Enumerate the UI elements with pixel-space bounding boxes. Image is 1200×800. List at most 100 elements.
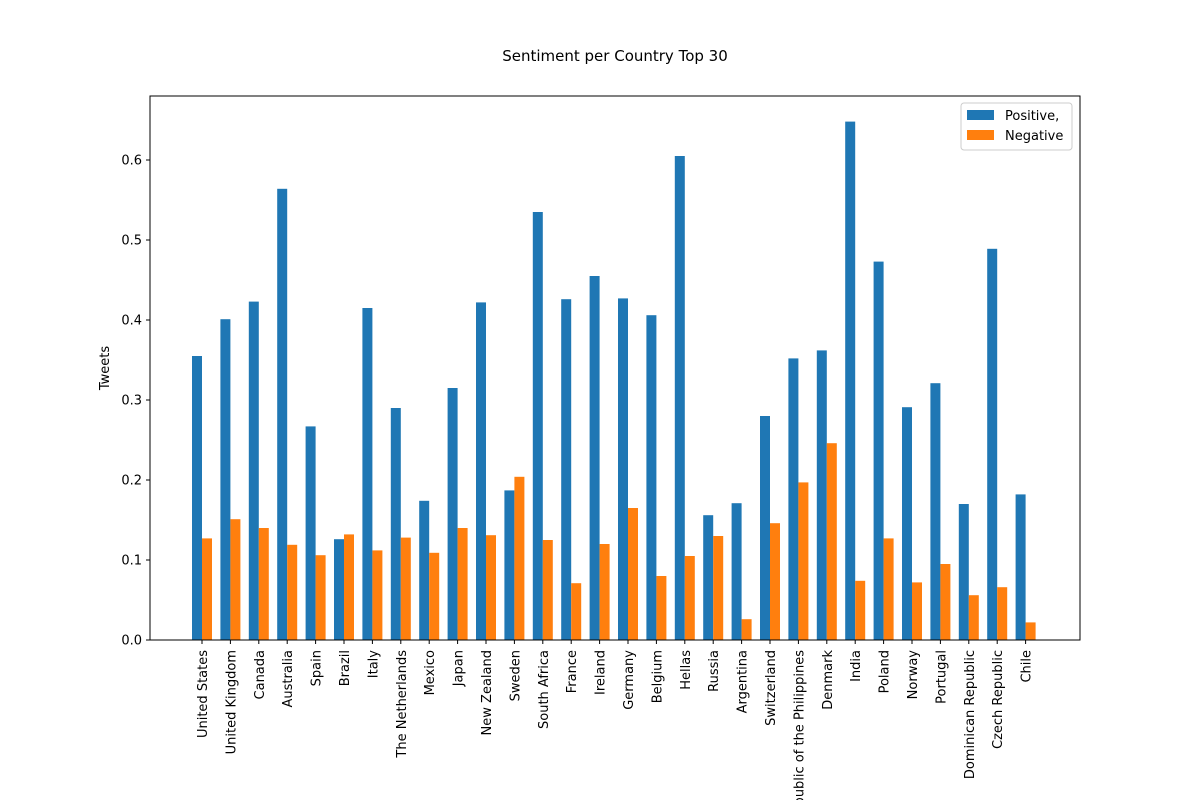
y-tick-label-2: 0.2 — [121, 474, 142, 489]
x-tick-label-22: Denmark — [821, 650, 836, 710]
x-tick-label-13: France — [565, 650, 580, 693]
bar-positive-12 — [532, 212, 543, 640]
x-tick-label-5: Brazil — [338, 650, 353, 686]
x-tick-label-29: Chile — [1020, 650, 1035, 683]
bar-positive-11 — [504, 490, 515, 640]
y-tick-label-1: 0.1 — [121, 554, 142, 569]
bar-positive-28 — [987, 248, 998, 641]
y-tick-label-0: 0.0 — [121, 634, 142, 649]
bar-positive-25 — [902, 407, 912, 640]
bar-positive-27 — [958, 504, 969, 640]
x-tick-label-7: The Netherlands — [395, 650, 410, 759]
bar-negative-4 — [315, 555, 326, 640]
bar-negative-19 — [741, 619, 752, 640]
x-tick-label-25: Norway — [906, 650, 921, 700]
bar-negative-1 — [230, 519, 241, 640]
bar-positive-9 — [447, 388, 458, 640]
bar-positive-1 — [220, 319, 231, 640]
y-tick-label-4: 0.4 — [121, 314, 142, 329]
bar-negative-9 — [457, 528, 468, 640]
bar-positive-26 — [930, 383, 941, 640]
x-tick-label-11: Sweden — [508, 650, 523, 701]
x-tick-label-8: Mexico — [423, 650, 438, 695]
bar-negative-14 — [599, 544, 610, 640]
bar-negative-28 — [997, 587, 1008, 640]
bar-positive-22 — [816, 350, 827, 640]
x-tick-label-1: United Kingdom — [224, 650, 239, 754]
bar-negative-16 — [656, 576, 667, 640]
bar-negative-12 — [542, 540, 553, 640]
bar-negative-27 — [968, 595, 979, 640]
legend-swatch-1 — [967, 130, 994, 140]
bar-positive-8 — [419, 500, 430, 640]
y-axis-ticks: 0.0 0.1 0.2 0.3 0.4 0.5 0.6 — [121, 154, 150, 649]
x-axis-ticks: United States United Kingdom Canada Austral… — [196, 640, 1035, 800]
x-tick-label-20: Switzerland — [764, 650, 779, 726]
bar-negative-20 — [770, 523, 780, 640]
bar-positive-16 — [646, 315, 657, 640]
bar-negative-6 — [372, 550, 383, 640]
x-tick-label-27: Dominican Republic — [963, 650, 978, 779]
bar-positive-13 — [561, 299, 572, 640]
bar-positive-4 — [305, 426, 316, 640]
bar-negative-7 — [400, 537, 411, 640]
y-tick-label-5: 0.5 — [121, 234, 142, 249]
bar-positive-21 — [788, 358, 799, 640]
x-tick-label-15: Germany — [622, 650, 637, 710]
x-tick-label-12: South Africa — [537, 650, 552, 729]
bar-negative-11 — [514, 476, 525, 640]
bars-group — [192, 121, 1036, 641]
bar-positive-15 — [618, 298, 628, 640]
x-tick-label-26: Portugal — [934, 650, 949, 704]
x-tick-label-18: Russia — [707, 650, 722, 692]
legend: Positive, Negative — [960, 102, 1073, 151]
x-tick-label-2: Canada — [253, 650, 268, 699]
legend-swatch-0 — [967, 110, 994, 120]
bar-positive-23 — [845, 121, 856, 641]
bar-negative-29 — [1025, 622, 1036, 640]
legend-label-1: Negative — [1005, 129, 1063, 144]
x-tick-label-17: Hellas — [679, 650, 694, 690]
bar-negative-18 — [713, 536, 724, 640]
x-tick-label-9: Japan — [452, 650, 467, 687]
x-tick-label-23: India — [849, 650, 864, 682]
bar-negative-13 — [571, 583, 582, 640]
x-tick-label-24: Poland — [878, 650, 893, 693]
bar-negative-5 — [344, 534, 354, 640]
bar-positive-2 — [248, 301, 259, 640]
legend-label-0: Positive, — [1005, 109, 1059, 124]
x-tick-label-3: Australia — [281, 650, 296, 708]
bar-negative-25 — [912, 582, 922, 640]
bar-positive-18 — [703, 515, 714, 640]
bar-positive-20 — [760, 416, 770, 640]
bar-positive-10 — [476, 302, 486, 640]
bar-positive-6 — [362, 308, 373, 640]
x-tick-label-0: United States — [196, 650, 211, 738]
x-tick-label-19: Argentina — [736, 650, 751, 713]
bar-positive-5 — [334, 539, 344, 640]
y-tick-label-3: 0.3 — [121, 394, 142, 409]
bar-negative-2 — [258, 528, 269, 640]
bar-positive-17 — [674, 156, 685, 640]
bar-positive-19 — [731, 503, 742, 640]
x-tick-label-4: Spain — [310, 650, 325, 686]
y-axis-label: Tweets — [98, 346, 113, 392]
bar-negative-15 — [628, 508, 638, 640]
x-tick-label-21: Republic of the Philippines — [792, 650, 807, 800]
bar-positive-0 — [192, 356, 202, 640]
chart-title: Sentiment per Country Top 30 — [502, 47, 728, 65]
x-tick-label-14: Ireland — [594, 650, 609, 695]
bar-negative-21 — [798, 482, 809, 640]
bar-positive-3 — [277, 188, 288, 641]
bar-negative-17 — [684, 556, 695, 640]
x-tick-label-16: Belgium — [650, 650, 665, 703]
bar-negative-8 — [429, 552, 440, 640]
bar-negative-23 — [855, 580, 866, 640]
y-tick-label-6: 0.6 — [121, 154, 142, 169]
bar-negative-3 — [287, 544, 298, 640]
bar-negative-26 — [940, 564, 951, 640]
bar-positive-29 — [1015, 494, 1026, 640]
plot-area-frame — [149, 95, 1081, 641]
bar-negative-22 — [826, 443, 837, 640]
